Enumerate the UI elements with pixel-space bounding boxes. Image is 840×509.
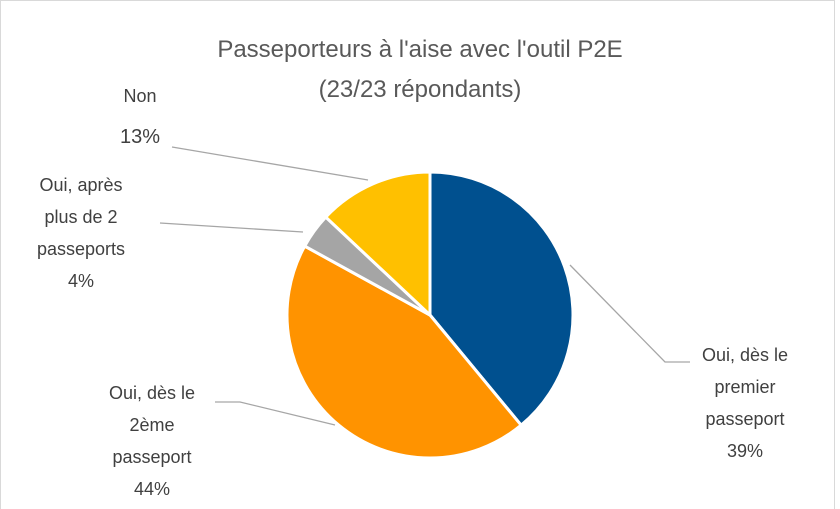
pie-slice bbox=[428, 170, 575, 428]
value-label: 44% bbox=[133, 479, 171, 499]
chart-subtitle: (23/23 répondants) bbox=[318, 76, 522, 103]
value-label: 13% bbox=[119, 126, 161, 148]
slice-label: Oui, dès le 2ème passeport bbox=[108, 383, 196, 467]
pie-slice bbox=[285, 244, 524, 460]
slice-label: Oui, après plus de 2 passeports bbox=[36, 175, 126, 259]
pie-slice bbox=[323, 170, 432, 319]
value-label: 4% bbox=[67, 271, 94, 291]
leader-line bbox=[159, 222, 304, 233]
slice-label: Non bbox=[123, 86, 157, 106]
slice-label: Oui, dès le premier passeport bbox=[701, 345, 789, 429]
leader-line bbox=[215, 401, 336, 426]
value-label: 39% bbox=[726, 441, 764, 461]
leader-line bbox=[569, 264, 690, 363]
leader-line bbox=[171, 146, 369, 181]
chart-title: Passeporteurs à l'aise avec l'outil P2E bbox=[217, 36, 623, 63]
